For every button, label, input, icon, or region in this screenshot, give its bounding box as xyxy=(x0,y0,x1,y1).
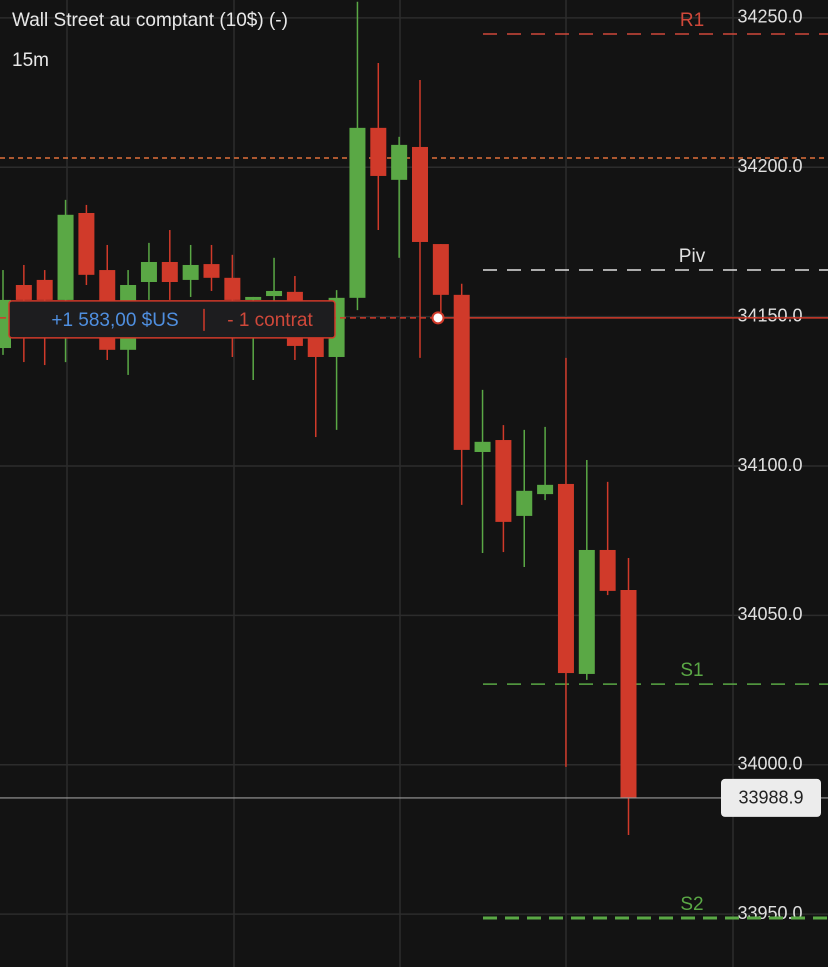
candle-body xyxy=(266,290,283,297)
candle-body xyxy=(391,144,408,180)
y-tick-label: 34250.0 xyxy=(737,7,802,27)
candle-body xyxy=(36,279,53,300)
candle-body xyxy=(370,127,387,176)
position-pnl: +1 583,00 $US xyxy=(51,310,178,331)
candle-body xyxy=(578,549,595,674)
position-box xyxy=(8,300,336,339)
y-tick-label: 34150.0 xyxy=(737,305,802,325)
candle-body xyxy=(557,483,574,674)
level-label: R1 xyxy=(680,10,704,31)
candle-body xyxy=(495,440,512,522)
candle-body xyxy=(349,127,366,298)
candle-body xyxy=(432,244,449,295)
timeframe: 15m xyxy=(12,50,49,71)
level-label: S2 xyxy=(680,894,703,915)
candle-body xyxy=(203,264,220,278)
y-tick-label: 33950.0 xyxy=(737,903,802,923)
candle-body xyxy=(161,261,178,283)
candle-body xyxy=(453,294,470,450)
plot: 34250.0 34200.0 34150.0 34100.0 34050.0 34000… xyxy=(0,1,828,923)
candle-body xyxy=(307,337,324,357)
y-tick-label: 34100.0 xyxy=(737,455,802,475)
position-size: - 1 contrat xyxy=(227,310,313,331)
level-label: S1 xyxy=(680,660,703,681)
y-tick-label: 34200.0 xyxy=(737,156,802,176)
candle-body xyxy=(57,214,74,300)
candle-body xyxy=(474,441,491,452)
y-tick-label: 34000.0 xyxy=(737,754,802,774)
candle-body xyxy=(245,296,262,300)
y-tick-label: 34050.0 xyxy=(737,604,802,624)
candle-body xyxy=(224,277,241,300)
candle-body xyxy=(182,264,199,280)
candle-body xyxy=(0,299,11,349)
last-price-tag xyxy=(721,778,821,817)
candle-body xyxy=(599,549,616,591)
candle-body xyxy=(140,261,157,283)
candle-body xyxy=(516,490,533,516)
level-label: Piv xyxy=(679,246,706,267)
last-price-label: 33988.9 xyxy=(738,788,803,808)
candle-body xyxy=(537,484,554,495)
candle-body xyxy=(412,146,428,242)
position-marker xyxy=(431,311,445,325)
candle-body xyxy=(620,589,637,798)
candle-body xyxy=(78,212,95,275)
candle-body xyxy=(15,284,32,300)
chart-title: Wall Street au comptant (10$) (-) xyxy=(12,10,288,31)
